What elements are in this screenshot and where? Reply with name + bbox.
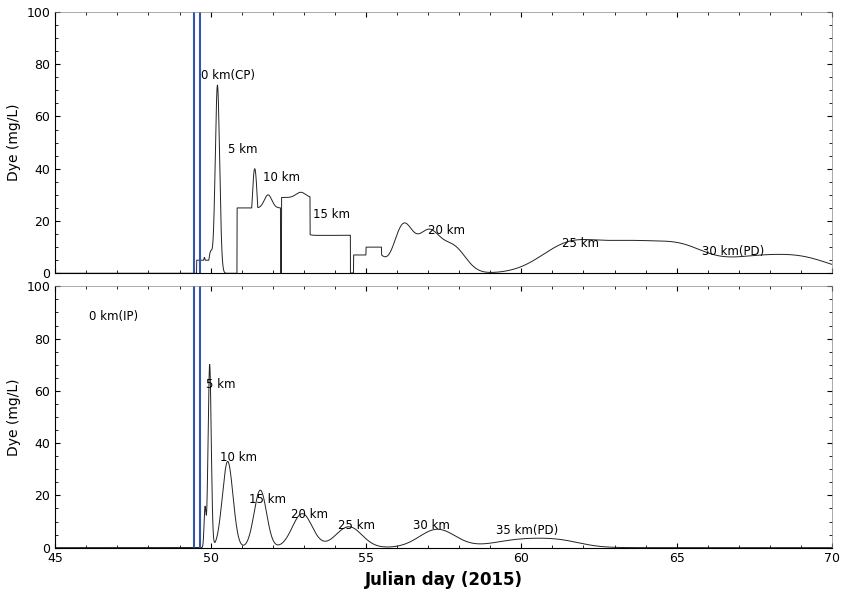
Text: 20 km: 20 km	[291, 508, 329, 522]
Text: 30 km(PD): 30 km(PD)	[701, 244, 764, 257]
Text: 30 km: 30 km	[412, 519, 450, 532]
Text: 5 km: 5 km	[206, 378, 235, 391]
Text: 20 km: 20 km	[428, 224, 465, 237]
Y-axis label: Dye (mg/L): Dye (mg/L)	[7, 104, 21, 181]
Text: 10 km: 10 km	[263, 171, 301, 184]
Text: 10 km: 10 km	[220, 451, 257, 464]
Text: 35 km(PD): 35 km(PD)	[496, 524, 559, 537]
Text: 5 km: 5 km	[228, 142, 257, 156]
Text: 0 km(IP): 0 km(IP)	[90, 310, 139, 323]
Text: 25 km: 25 km	[338, 519, 375, 532]
Text: 25 km: 25 km	[562, 237, 599, 250]
Text: 0 km(CP): 0 km(CP)	[202, 69, 255, 82]
Y-axis label: Dye (mg/L): Dye (mg/L)	[7, 378, 21, 456]
Text: 15 km: 15 km	[313, 208, 350, 221]
X-axis label: Julian day (2015): Julian day (2015)	[365, 571, 523, 589]
Text: 15 km: 15 km	[249, 493, 286, 506]
